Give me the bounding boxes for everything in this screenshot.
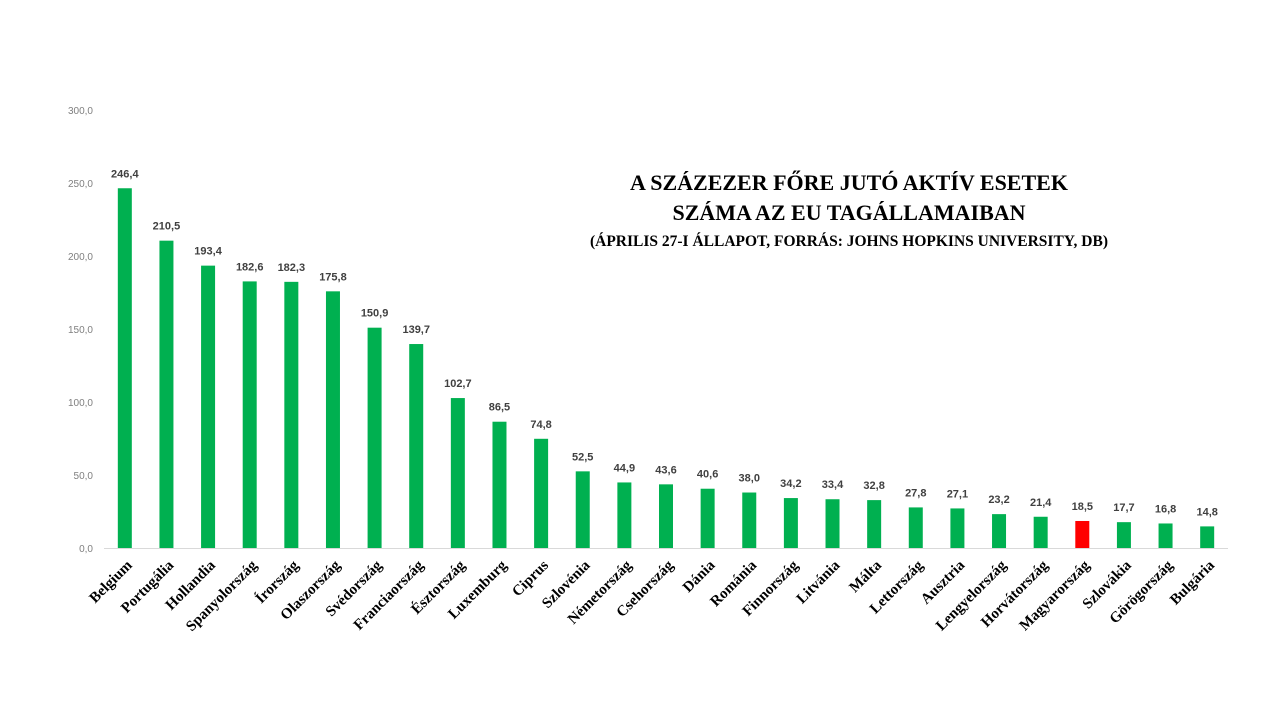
- bar: [450, 398, 465, 548]
- bar: [1158, 523, 1173, 548]
- y-axis: 0,0 50,0 100,0 150,0 200,0 250,0 300,0: [68, 106, 93, 555]
- data-label: 27,8: [905, 487, 926, 499]
- chart-title-group: A SZÁZEZER FŐRE JUTÓ AKTÍV ESETEK SZÁMA …: [590, 170, 1108, 250]
- bar: [617, 482, 632, 548]
- bar: [908, 507, 923, 548]
- bar: [659, 484, 673, 548]
- data-label: 246,4: [111, 168, 139, 180]
- data-label: 18,5: [1072, 501, 1093, 513]
- y-tick-label: 0,0: [79, 544, 93, 555]
- bar: [1200, 526, 1215, 548]
- y-tick-label: 150,0: [68, 325, 93, 336]
- chart-subtitle: (ÁPRILIS 27-I ÁLLAPOT, FORRÁS: JOHNS HOP…: [590, 233, 1108, 250]
- data-label: 44,9: [614, 462, 635, 474]
- data-labels: 246,4 210,5 193,4 182,6 182,3 175,8 150,9 139,7…: [111, 168, 1218, 518]
- category-label: Spanyolország: [183, 557, 261, 635]
- data-label: 182,3: [278, 262, 306, 274]
- y-tick-label: 100,0: [68, 398, 93, 409]
- y-tick-label: 300,0: [68, 106, 93, 117]
- bar: [492, 421, 507, 548]
- y-tick-label: 250,0: [68, 179, 93, 190]
- bar: [1116, 522, 1131, 548]
- data-label: 34,2: [780, 478, 801, 490]
- category-label: Dánia: [680, 557, 719, 596]
- bar: [867, 500, 882, 548]
- data-label: 23,2: [988, 494, 1009, 506]
- data-label: 32,8: [863, 480, 884, 492]
- data-label: 33,4: [822, 479, 844, 491]
- bar: [159, 240, 174, 549]
- data-label: 43,6: [655, 464, 676, 476]
- bar: [284, 281, 299, 548]
- bar: [825, 499, 840, 548]
- bar: [409, 344, 424, 548]
- category-label: Málta: [847, 557, 886, 596]
- data-label: 182,6: [236, 261, 264, 273]
- data-label: 27,1: [947, 488, 968, 500]
- data-label: 21,4: [1030, 497, 1052, 509]
- chart-title: A SZÁZEZER FŐRE JUTÓ AKTÍV ESETEK: [630, 170, 1068, 195]
- data-label: 86,5: [489, 402, 510, 414]
- data-label: 102,7: [444, 378, 472, 390]
- y-tick-label: 50,0: [74, 471, 94, 482]
- category-labels: BelgiumPortugáliaHollandiaSpanyolországÍ…: [87, 556, 1219, 634]
- bar: [242, 281, 257, 548]
- bar: [117, 188, 132, 549]
- bars: [117, 188, 1215, 549]
- data-label: 74,8: [530, 419, 551, 431]
- bar: [742, 492, 757, 548]
- bar: [534, 438, 549, 548]
- bar: [1075, 520, 1090, 548]
- bar: [367, 327, 382, 548]
- data-label: 14,8: [1196, 506, 1217, 518]
- bar: [201, 265, 216, 548]
- data-label: 210,5: [153, 221, 181, 233]
- data-label: 17,7: [1113, 502, 1134, 514]
- data-label: 52,5: [572, 451, 593, 463]
- data-label: 16,8: [1155, 503, 1176, 515]
- data-label: 150,9: [361, 308, 389, 320]
- bar: [992, 514, 1007, 548]
- bar: [1033, 516, 1048, 548]
- data-label: 139,7: [402, 324, 430, 336]
- bar: [325, 291, 340, 548]
- data-label: 40,6: [697, 469, 718, 481]
- bar: [575, 471, 590, 548]
- bar: [700, 488, 715, 548]
- bar: [783, 498, 798, 548]
- data-label: 175,8: [319, 271, 347, 283]
- category-label: Litvánia: [794, 557, 844, 607]
- bar: [950, 508, 965, 548]
- chart-title-line2: SZÁMA AZ EU TAGÁLLAMAIBAN: [672, 200, 1025, 225]
- y-tick-label: 200,0: [68, 252, 93, 263]
- data-label: 193,4: [194, 246, 222, 258]
- category-label: Bulgária: [1167, 557, 1218, 608]
- data-label: 38,0: [739, 473, 760, 485]
